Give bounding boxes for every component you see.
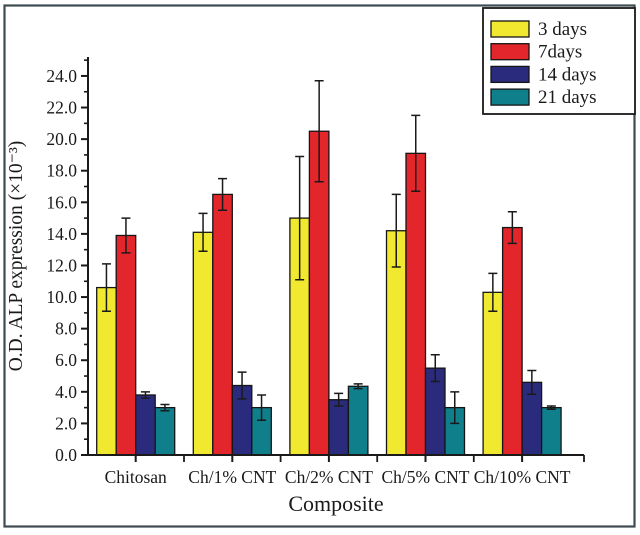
bar-7days-ch-10-cnt <box>501 226 523 456</box>
x-tick-label-ch-2-cnt: Ch/2% CNT <box>285 467 373 487</box>
x-tick-label-chitosan: Chitosan <box>105 467 167 487</box>
bar-3-days-ch-1-cnt <box>192 231 214 456</box>
y-tick-label: 8.0 <box>55 319 77 339</box>
legend-swatch-3-days <box>490 20 530 38</box>
error-bar-7days-ch-1-cnt <box>218 177 228 211</box>
bar-21-days-chitosan <box>154 406 176 456</box>
legend-swatch-21-days <box>490 88 530 106</box>
y-tick-label: 16.0 <box>46 192 77 212</box>
error-bar-14-days-ch-1-cnt <box>237 371 247 400</box>
bar-21-days-ch-10-cnt <box>540 406 562 456</box>
legend-label-7days: 7days <box>538 42 582 63</box>
bar-7days-ch-5-cnt <box>405 152 427 456</box>
error-bar-21-days-chitosan <box>160 403 170 412</box>
error-bar-21-days-ch-10-cnt <box>546 405 556 410</box>
error-bar-14-days-chitosan <box>140 391 150 399</box>
y-tick-label: 18.0 <box>46 161 77 181</box>
bar-7days-chitosan <box>115 234 137 456</box>
error-bar-21-days-ch-5-cnt <box>450 391 460 425</box>
y-tick-label: 24.0 <box>46 66 77 86</box>
legend-swatch-14-days <box>490 65 530 84</box>
y-tick-label: 2.0 <box>55 413 77 433</box>
x-tick-label-ch-1-cnt: Ch/1% CNT <box>188 467 276 487</box>
error-bar-7days-ch-10-cnt <box>507 211 517 245</box>
bar-3-days-chitosan <box>96 286 117 456</box>
error-bar-7days-ch-2-cnt <box>314 79 324 183</box>
plot-area: 0.0 2.0 4.0 6.0 8.0 10.0 12.0 14.0 16.0 18.0 20.0 2… <box>46 57 585 487</box>
figure-border <box>3 4 636 528</box>
legend-label-3-days: 3 days <box>538 19 587 40</box>
error-bar-14-days-ch-10-cnt <box>527 369 537 395</box>
error-bar-14-days-ch-2-cnt <box>334 392 344 407</box>
y-tick-label: 10.0 <box>46 287 77 307</box>
y-tick-label: 0.0 <box>55 445 77 465</box>
error-bar-14-days-ch-5-cnt <box>430 353 440 383</box>
x-tick-label-ch-5-cnt: Ch/5% CNT <box>382 467 470 487</box>
error-bar-21-days-ch-2-cnt <box>353 383 363 390</box>
error-bar-3-days-chitosan <box>101 263 111 313</box>
legend-label-14-days: 14 days <box>538 64 597 85</box>
error-bar-3-days-ch-5-cnt <box>391 193 401 268</box>
y-tick-label: 12.0 <box>46 255 77 275</box>
error-bar-21-days-ch-1-cnt <box>257 394 267 422</box>
bar-14-days-chitosan <box>135 394 156 456</box>
y-tick-label: 6.0 <box>55 350 77 370</box>
y-tick-label: 22.0 <box>46 98 77 118</box>
legend-swatch-7days <box>490 43 530 61</box>
error-bar-7days-ch-5-cnt <box>411 114 421 192</box>
y-axis-title: O.D. ALP expression (×10⁻³) <box>6 141 27 372</box>
bar-3-days-ch-10-cnt <box>482 291 504 456</box>
legend-label-21-days: 21 days <box>538 87 597 108</box>
bar-21-days-ch-2-cnt <box>347 385 369 456</box>
bar-14-days-ch-2-cnt <box>328 399 350 456</box>
error-bar-7days-chitosan <box>121 217 131 254</box>
error-bar-3-days-ch-10-cnt <box>488 272 498 313</box>
error-bar-3-days-ch-1-cnt <box>198 212 208 253</box>
y-tick-label: 14.0 <box>46 224 77 244</box>
x-tick-label-ch-10-cnt: Ch/10% CNT <box>474 467 571 487</box>
bar-7days-ch-1-cnt <box>212 193 233 456</box>
y-tick-label: 20.0 <box>46 129 77 149</box>
x-axis-title: Composite <box>288 491 383 516</box>
error-bar-3-days-ch-2-cnt <box>295 155 305 281</box>
y-tick-label: 4.0 <box>55 382 77 402</box>
